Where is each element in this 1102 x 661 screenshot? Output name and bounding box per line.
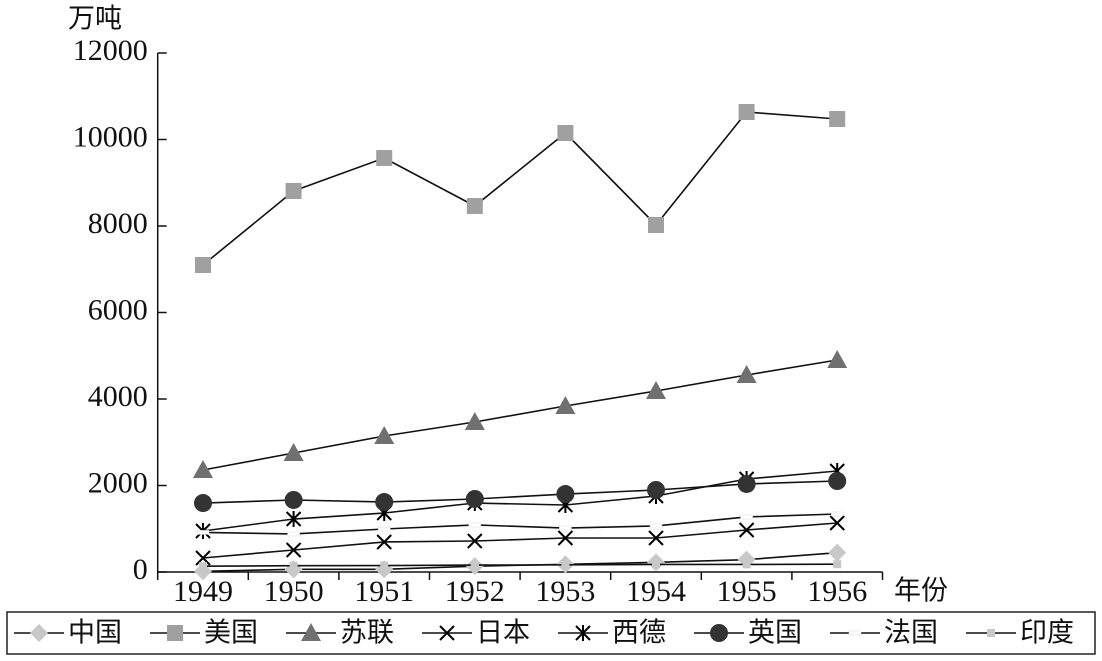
- y-tick-label: 12000: [73, 34, 148, 67]
- series-line: [202, 359, 838, 471]
- series-line: [202, 513, 838, 535]
- point: [464, 412, 485, 431]
- point: [285, 542, 302, 558]
- point: [828, 543, 847, 562]
- legend-label: 法国: [884, 618, 938, 649]
- point: [738, 103, 755, 120]
- legend-marker: [167, 625, 183, 641]
- point: [289, 561, 298, 570]
- point: [284, 490, 303, 509]
- y-tick-label: 8000: [88, 207, 148, 240]
- legend-marker: [301, 623, 321, 641]
- point: [829, 515, 845, 531]
- legend-label: 西德: [612, 618, 666, 649]
- legend-marker: [30, 624, 48, 642]
- point: [736, 364, 757, 383]
- legend-label: 中国: [68, 618, 122, 649]
- point: [285, 511, 302, 528]
- point: [376, 534, 392, 550]
- x-tick-label: 1954: [626, 575, 686, 608]
- point: [557, 125, 574, 142]
- point: [740, 514, 753, 520]
- point: [468, 522, 482, 528]
- y-tick-label: 10000: [73, 120, 148, 153]
- point: [559, 525, 572, 531]
- x-axis-label: 年份: [894, 576, 948, 607]
- point: [196, 530, 210, 535]
- legend-box: [6, 611, 1096, 655]
- y-tick-label: 4000: [88, 380, 148, 413]
- point: [466, 198, 483, 215]
- point: [195, 550, 211, 566]
- point: [555, 396, 576, 415]
- point: [467, 533, 483, 549]
- y-tick-label: 2000: [88, 466, 148, 499]
- point: [465, 489, 484, 508]
- point: [833, 560, 842, 569]
- point: [194, 494, 212, 513]
- x-tick-label: 1955: [717, 575, 777, 608]
- point: [827, 349, 848, 368]
- legend-marker: [987, 629, 995, 637]
- point: [193, 460, 213, 479]
- legend-label: 苏联: [340, 618, 394, 649]
- point: [285, 183, 302, 200]
- point: [652, 560, 660, 569]
- series-line: [202, 470, 838, 532]
- point: [738, 522, 755, 538]
- x-tick-label: 1949: [173, 575, 233, 608]
- point: [376, 150, 393, 167]
- point: [287, 531, 300, 537]
- series-line: [202, 111, 838, 266]
- point: [647, 480, 665, 499]
- point: [648, 530, 664, 546]
- y-axis-label: 万吨: [68, 4, 122, 35]
- series-line: [202, 480, 838, 504]
- legend-marker: [848, 630, 862, 636]
- point: [377, 526, 391, 532]
- point: [380, 561, 389, 570]
- legend-marker: [710, 624, 728, 642]
- point: [199, 562, 207, 571]
- point: [828, 472, 847, 491]
- x-tick-label: 1951: [354, 575, 414, 608]
- point: [557, 530, 574, 546]
- point: [830, 511, 844, 517]
- point: [195, 257, 211, 274]
- point: [375, 493, 394, 512]
- point: [556, 485, 575, 504]
- point: [742, 560, 751, 569]
- point: [649, 523, 663, 529]
- x-tick-label: 1952: [445, 575, 505, 608]
- series-line: [202, 563, 838, 567]
- point: [648, 217, 664, 234]
- legend-marker: [439, 625, 455, 641]
- legend-label: 日本: [476, 618, 530, 649]
- point: [470, 561, 479, 570]
- legend-label: 美国: [204, 618, 258, 649]
- point: [374, 425, 395, 444]
- x-tick-label: 1950: [264, 575, 324, 608]
- legend-marker: [575, 625, 591, 641]
- y-tick-label: 0: [133, 553, 148, 586]
- point: [646, 380, 666, 399]
- x-tick-label: 1953: [535, 575, 595, 608]
- point: [283, 443, 304, 462]
- series-line: [202, 522, 838, 559]
- point: [561, 560, 570, 569]
- point: [829, 110, 846, 127]
- legend-label: 英国: [748, 618, 802, 649]
- legend-label: 印度: [1020, 618, 1074, 649]
- point: [737, 474, 756, 493]
- y-tick-label: 6000: [88, 293, 148, 326]
- x-tick-label: 1956: [807, 575, 867, 608]
